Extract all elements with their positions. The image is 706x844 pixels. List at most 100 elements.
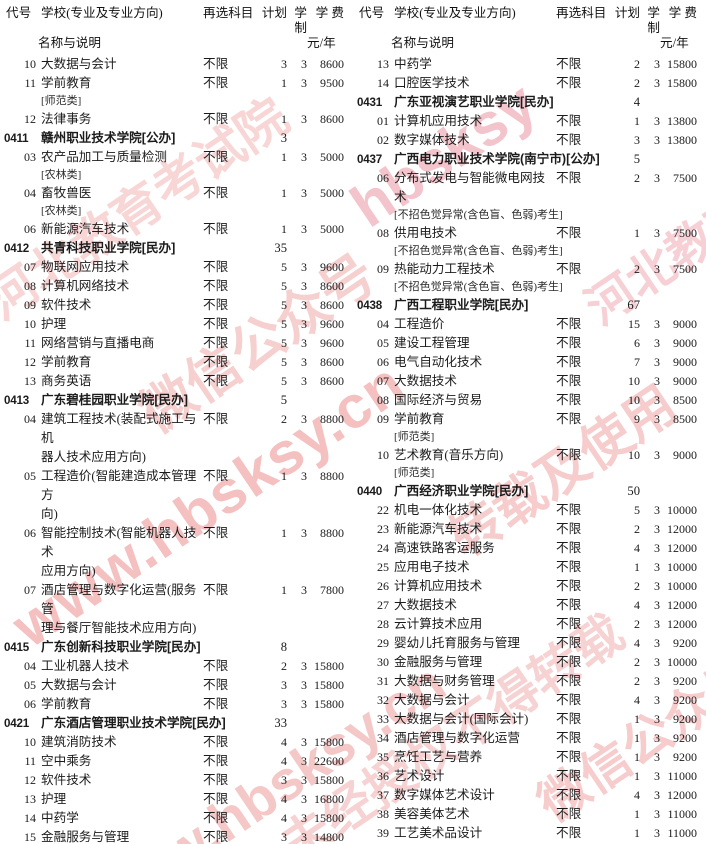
major-name: 建筑工程技术(装配式施工与机 [41, 412, 197, 445]
major-row[interactable]: 33 大数据与会计(国际会计) 不限 1 3 9200 [357, 710, 698, 729]
major-row[interactable]: 09 学前教育 不限 9 3 8500 [357, 410, 698, 429]
major-row[interactable]: 09 软件技术 不限 5 3 8600 [4, 296, 345, 315]
major-row[interactable]: 31 大数据与财务管理 不限 2 3 9200 [357, 672, 698, 691]
major-name: 空中乘务 [41, 754, 92, 768]
major-subject: 不限 [203, 355, 229, 369]
major-row[interactable]: 07 酒店管理与数字化运营(服务管 不限 1 3 7800 [4, 581, 345, 619]
major-row[interactable]: 05 大数据与会计 不限 3 3 15800 [4, 676, 345, 695]
major-fee: 15800 [314, 735, 344, 749]
major-row[interactable]: 12 学前教育 不限 5 3 8600 [4, 353, 345, 372]
major-row[interactable]: 22 机电一体化技术 不限 5 3 10000 [357, 501, 698, 520]
header-duration: 学制 [294, 6, 307, 35]
major-row[interactable]: 12 软件技术 不限 3 3 15800 [4, 771, 345, 790]
school-row[interactable]: 0421 广东酒店管理职业技术学院[民办] 33 [4, 714, 345, 733]
major-subject: 不限 [556, 262, 582, 276]
major-row[interactable]: 12 法律事务 不限 1 3 8600 [4, 110, 345, 129]
major-subject: 不限 [556, 674, 582, 688]
major-row[interactable]: 15 金融服务与管理 不限 3 3 14800 [4, 828, 345, 844]
major-row[interactable]: 28 云计算技术应用 不限 2 3 12000 [357, 615, 698, 634]
major-subject: 不限 [203, 317, 229, 331]
major-row[interactable]: 04 工程造价 不限 15 3 9000 [357, 315, 698, 334]
school-row[interactable]: 0437 广西电力职业技术学院(南宁市)[公办] 5 [357, 150, 698, 169]
major-row[interactable]: 10 建筑消防技术 不限 4 3 15800 [4, 733, 345, 752]
major-row[interactable]: 29 婴幼儿托育服务与管理 不限 4 3 9200 [357, 634, 698, 653]
major-row[interactable]: 14 中药学 不限 4 3 15800 [4, 809, 345, 828]
major-code: 08 [24, 279, 36, 293]
major-row[interactable]: 08 国际经济与贸易 不限 10 3 8500 [357, 391, 698, 410]
major-row[interactable]: 04 建筑工程技术(装配式施工与机 不限 2 3 8800 [4, 410, 345, 448]
major-row[interactable]: 34 酒店管理与数字化运营 不限 1 3 9200 [357, 729, 698, 748]
major-name: 电气自动化技术 [394, 355, 483, 369]
major-row[interactable]: 23 新能源汽车技术 不限 2 3 12000 [357, 520, 698, 539]
major-name: 商务英语 [41, 374, 92, 388]
major-row[interactable]: 08 供用电技术 不限 1 3 7500 [357, 224, 698, 243]
major-row[interactable]: 07 物联网应用技术 不限 5 3 9600 [4, 258, 345, 277]
major-row[interactable]: 14 口腔医学技术 不限 2 3 15800 [357, 74, 698, 93]
major-row[interactable]: 05 工程造价(智能建造成本管理方 不限 1 3 8800 [4, 467, 345, 505]
major-code: 23 [377, 522, 389, 536]
major-subject: 不限 [556, 617, 582, 631]
major-fee: 9600 [320, 317, 344, 331]
major-duration: 3 [301, 186, 307, 200]
major-row[interactable]: 09 热能动力工程技术 不限 2 3 7500 [357, 260, 698, 279]
major-row[interactable]: 06 智能控制技术(智能机器人技术 不限 1 3 8800 [4, 524, 345, 562]
major-row[interactable]: 32 大数据与会计 不限 4 3 9200 [357, 691, 698, 710]
major-code: 12 [24, 112, 36, 126]
major-subject: 不限 [203, 583, 229, 597]
major-row[interactable]: 04 工业机器人技术 不限 2 3 15800 [4, 657, 345, 676]
major-duration: 3 [654, 693, 660, 707]
major-row[interactable]: 13 商务英语 不限 5 3 8600 [4, 372, 345, 391]
major-row[interactable]: 36 艺术设计 不限 1 3 11000 [357, 767, 698, 786]
major-name: 智能控制技术(智能机器人技术 [41, 526, 197, 559]
major-code: 05 [24, 678, 36, 692]
major-row[interactable]: 04 畜牧兽医 不限 1 3 5000 [4, 184, 345, 203]
major-row[interactable]: 11 网络营销与直播电商 不限 5 3 9600 [4, 334, 345, 353]
school-row[interactable]: 0413 广东碧桂园职业学院[民办] 5 [4, 391, 345, 410]
major-plan: 4 [634, 598, 640, 612]
major-row[interactable]: 02 数字媒体技术 不限 3 3 13800 [357, 131, 698, 150]
major-row[interactable]: 03 农产品加工与质量检测 不限 1 3 5000 [4, 148, 345, 167]
major-row[interactable]: 26 计算机应用技术 不限 2 3 10000 [357, 577, 698, 596]
major-row[interactable]: 06 学前教育 不限 3 3 15800 [4, 695, 345, 714]
school-row[interactable]: 0431 广东亚视演艺职业学院[民办] 4 [357, 93, 698, 112]
major-row[interactable]: 06 新能源汽车技术 不限 1 3 5000 [4, 220, 345, 239]
school-row[interactable]: 0412 共青科技职业学院[民办] 35 [4, 239, 345, 258]
major-row[interactable]: 37 数字媒体艺术设计 不限 4 3 12000 [357, 786, 698, 805]
major-duration: 3 [301, 526, 307, 540]
major-row[interactable]: 10 护理 不限 5 3 9600 [4, 315, 345, 334]
major-note: [不招色觉异常(含色盲、色弱)考生] [394, 281, 563, 293]
major-row[interactable]: 11 空中乘务 不限 4 3 22600 [4, 752, 345, 771]
major-row[interactable]: 11 学前教育 不限 1 3 9500 [4, 74, 345, 93]
major-row[interactable]: 08 计算机网络技术 不限 5 3 8600 [4, 277, 345, 296]
school-row[interactable]: 0440 广西经济职业学院[民办] 50 [357, 482, 698, 501]
major-row[interactable]: 10 大数据与会计 不限 3 3 8600 [4, 55, 345, 74]
major-row[interactable]: 05 建设工程管理 不限 6 3 9000 [357, 334, 698, 353]
major-name: 机电一体化技术 [394, 503, 483, 517]
major-name: 新能源汽车技术 [394, 522, 483, 536]
major-name: 口腔医学技术 [394, 76, 470, 90]
school-code: 0411 [4, 132, 29, 145]
school-row[interactable]: 0415 广东创新科技职业学院[民办] 8 [4, 638, 345, 657]
major-fee: 11000 [667, 769, 697, 783]
major-row[interactable]: 10 艺术教育(音乐方向) 不限 10 3 9000 [357, 446, 698, 465]
major-row[interactable]: 01 计算机应用技术 不限 1 3 13800 [357, 112, 698, 131]
major-row[interactable]: 13 护理 不限 4 3 16800 [4, 790, 345, 809]
major-duration: 3 [654, 655, 660, 669]
major-row[interactable]: 13 中药学 不限 2 3 15800 [357, 55, 698, 74]
major-row[interactable]: 25 应用电子技术 不限 1 3 10000 [357, 558, 698, 577]
school-row[interactable]: 0411 赣州职业技术学院[公办] 3 [4, 129, 345, 148]
major-row[interactable]: 35 烹饪工艺与营养 不限 1 3 9200 [357, 748, 698, 767]
major-code: 13 [24, 374, 36, 388]
major-row[interactable]: 39 工艺美术品设计 不限 1 3 11000 [357, 824, 698, 843]
major-row[interactable]: 38 美容美体艺术 不限 1 3 11000 [357, 805, 698, 824]
school-row[interactable]: 0438 广西工程职业学院[民办] 67 [357, 296, 698, 315]
major-fee: 9200 [673, 636, 697, 650]
major-fee: 15800 [667, 76, 697, 90]
major-row[interactable]: 06 分布式发电与智能微电网技术 不限 2 3 7500 [357, 169, 698, 207]
major-note: [农林类] [41, 205, 82, 217]
major-row[interactable]: 30 金融服务与管理 不限 2 3 10000 [357, 653, 698, 672]
major-row[interactable]: 27 大数据技术 不限 4 3 12000 [357, 596, 698, 615]
major-row[interactable]: 24 高速铁路客运服务 不限 4 3 12000 [357, 539, 698, 558]
major-row[interactable]: 06 电气自动化技术 不限 7 3 9000 [357, 353, 698, 372]
major-row[interactable]: 07 大数据技术 不限 10 3 9000 [357, 372, 698, 391]
